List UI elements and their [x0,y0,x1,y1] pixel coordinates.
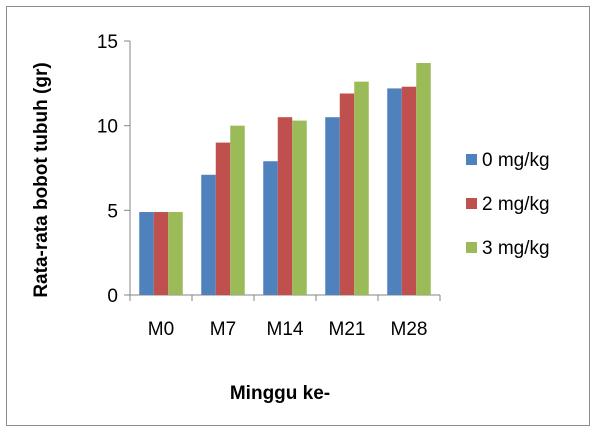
y-tick-label: 10 [97,117,118,138]
bars [139,63,431,296]
bar-m0-series-3 [168,212,183,295]
bar-m7-series-1 [201,174,216,295]
bar-m28-series-2 [401,86,417,295]
legend-swatch [466,242,477,253]
bar-m28-series-3 [416,63,431,295]
x-tick-label: M21 [329,319,366,340]
bar-m28-series-1 [387,88,402,295]
bar-m21-series-3 [354,81,369,295]
legend: 0 mg/kg 2 mg/kg 3 mg/kg [466,150,550,259]
x-tick-label: M0 [148,319,174,340]
bar-m14-series-1 [263,161,278,295]
legend-swatch [466,154,477,165]
plot-area: 0 5 10 15 M0 M7 M14 M21 M28 [97,32,441,340]
bar-m14-series-3 [292,120,307,295]
x-tick-label: M28 [391,319,428,340]
legend-label: 3 mg/kg [482,238,550,259]
bar-m0-series-1 [139,212,154,295]
bar-m7-series-3 [230,125,245,296]
bar-m7-series-2 [215,142,231,295]
legend-label: 0 mg/kg [482,150,550,171]
x-axis-label: Minggu ke- [230,383,330,404]
bar-m21-series-2 [339,93,355,295]
y-tick-label: 5 [107,201,118,222]
bar-m14-series-2 [277,117,293,295]
x-axis-ticks: M0 M7 M14 M21 M28 [129,295,441,340]
bar-m21-series-1 [325,117,340,295]
y-axis-label: Rata-rata bobot tubuh (gr) [31,62,52,297]
x-tick-label: M7 [210,319,236,340]
legend-swatch [466,198,477,209]
x-tick-label: M14 [267,319,304,340]
bar-m0-series-2 [153,212,169,295]
y-tick-label: 0 [107,286,118,307]
legend-label: 2 mg/kg [482,194,550,215]
y-axis-ticks: 0 5 10 15 [97,32,130,307]
bar-chart: 0 5 10 15 M0 M7 M14 M21 M28 Rata-rata bobot tub… [31,32,550,404]
y-tick-label: 15 [97,32,118,53]
